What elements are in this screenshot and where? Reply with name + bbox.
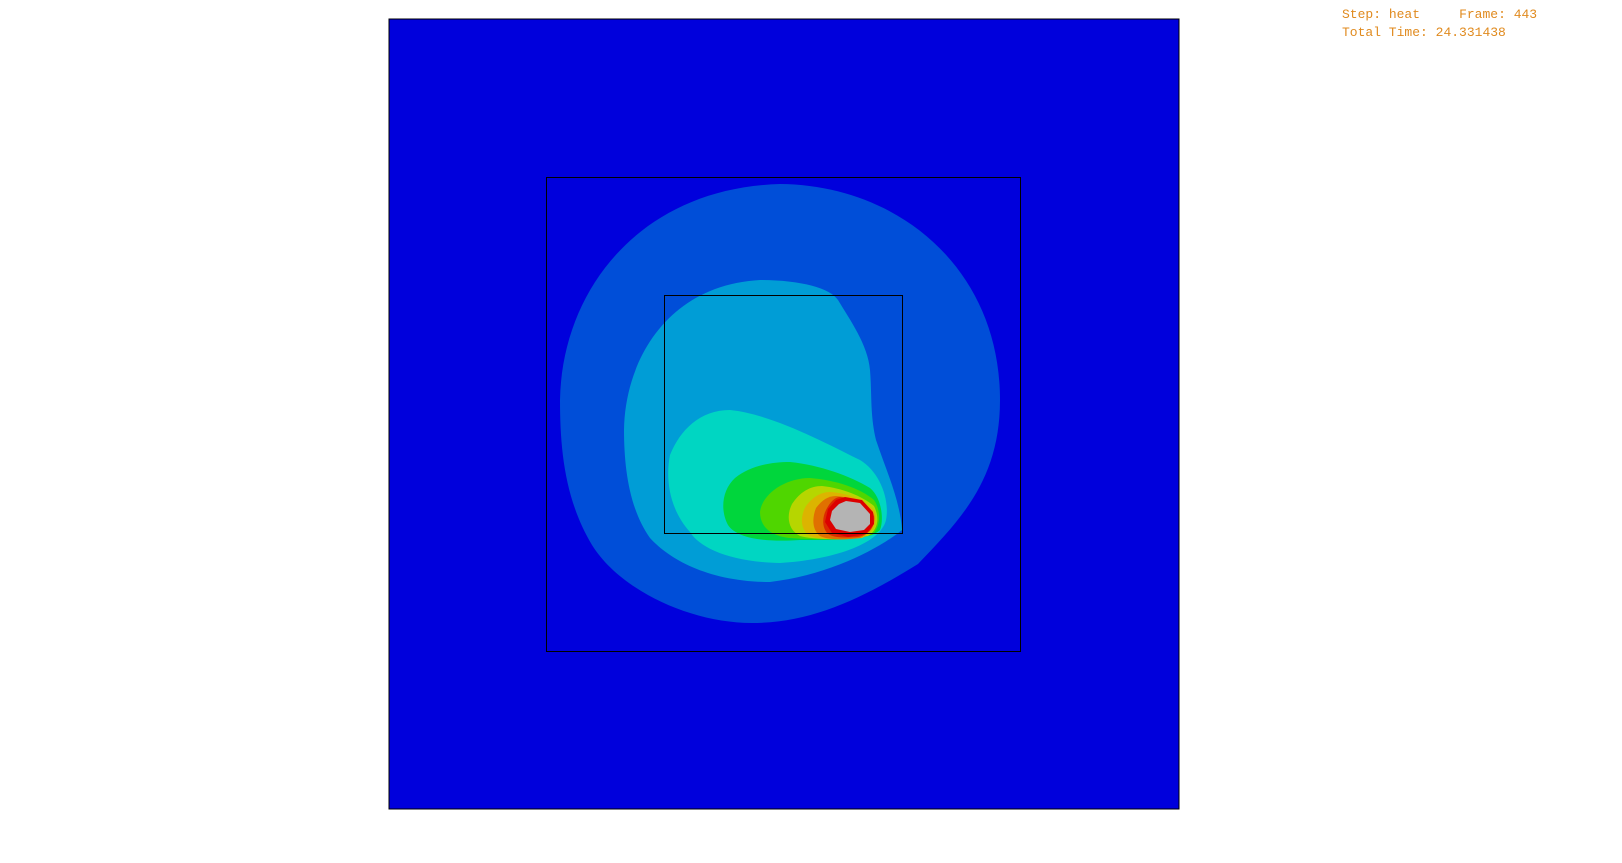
step-label: Step: [1342, 7, 1382, 22]
frame-value: 443 [1513, 7, 1538, 22]
frame-label: Frame: [1459, 7, 1506, 22]
inner-plate-outline [664, 295, 903, 534]
total-time-label: Total Time: [1342, 25, 1428, 40]
step-value: heat [1388, 7, 1421, 22]
total-time-value: 24.331438 [1435, 25, 1506, 40]
step-info-overlay: Step: heat Frame: 443 Total Time: 24.331… [1342, 6, 1537, 42]
middle-plate-outline [546, 177, 1021, 652]
above-limit-region [830, 501, 870, 532]
